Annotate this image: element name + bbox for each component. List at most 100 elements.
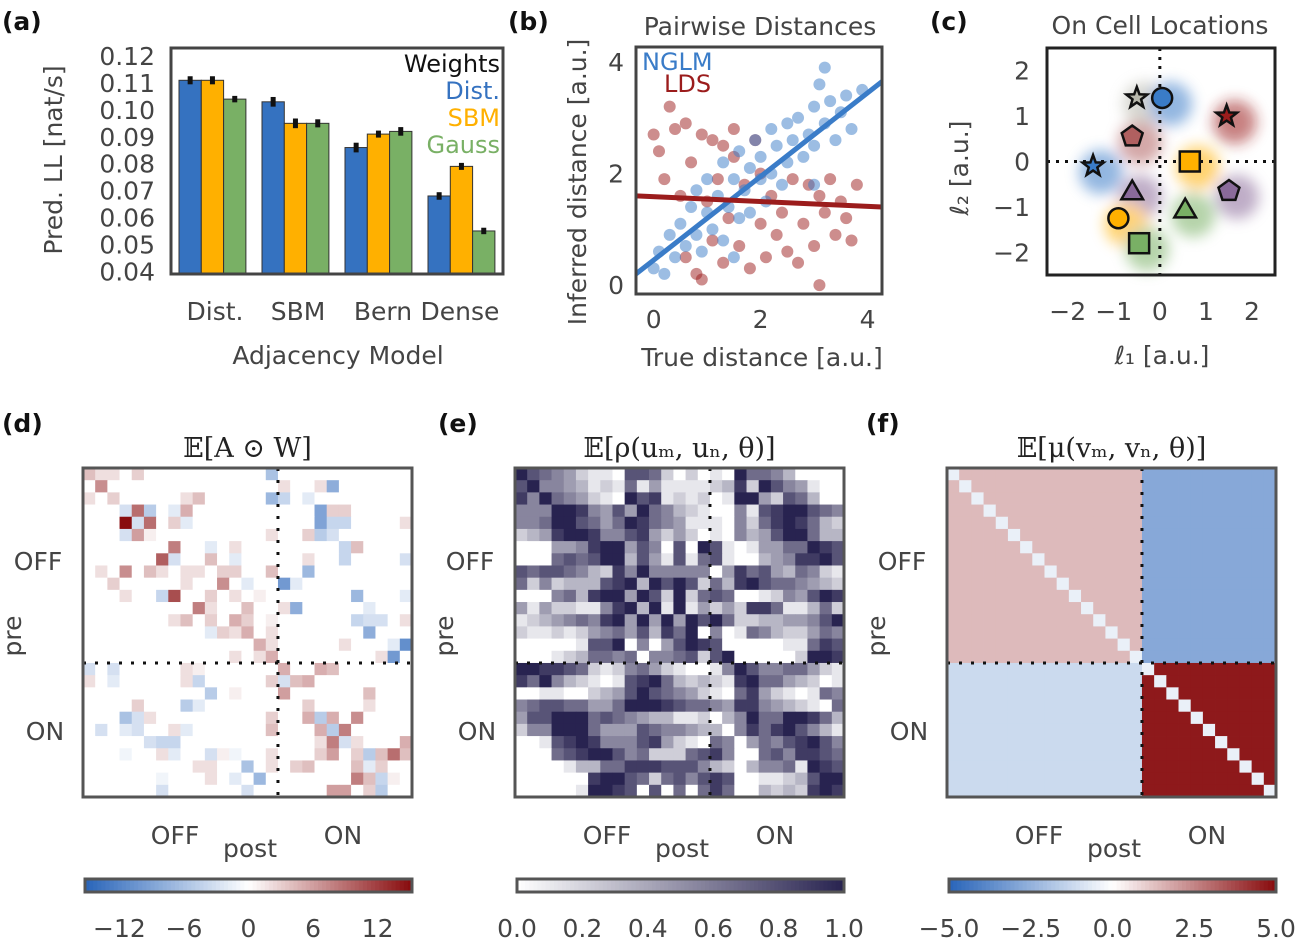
fit-line-lds (635, 193, 883, 210)
heatmap-cell (697, 699, 711, 713)
legend-entry: Gauss (426, 131, 500, 159)
colorbar-segment (313, 879, 319, 892)
heatmap-cell (1215, 723, 1228, 737)
heatmap-cell (539, 528, 552, 542)
heatmap-cell (143, 468, 157, 481)
heatmap-cell (338, 784, 352, 798)
heatmap-cell (1044, 736, 1058, 749)
heatmap-cell (95, 699, 108, 713)
colorbar-tick-label: 12 (362, 914, 394, 939)
heatmap-cell (1117, 723, 1131, 737)
heatmap-cell (1202, 711, 1216, 725)
heatmap-cell (636, 662, 650, 676)
heatmap-cell (265, 675, 279, 688)
heatmap-cell (180, 626, 194, 639)
heatmap-cell (277, 528, 291, 542)
heatmap-cell (1239, 711, 1253, 725)
colorbar-segment (1051, 879, 1056, 892)
heatmap-cell (326, 650, 340, 664)
heatmap-cell (1105, 675, 1118, 688)
heatmap-cell (685, 748, 699, 761)
colorbar-segment (1226, 879, 1232, 892)
heatmap-cell (351, 553, 364, 566)
heatmap-cell (302, 711, 315, 725)
heatmap-cell (947, 687, 960, 700)
heatmap-cell (277, 748, 291, 761)
heatmap-cell (959, 492, 972, 505)
heatmap-cell (734, 736, 747, 749)
heatmap-cell (1081, 650, 1094, 664)
heatmap-cell (1081, 528, 1094, 542)
heatmap-cell (1020, 650, 1033, 664)
colorbar-segment (207, 879, 213, 892)
heatmap-cell (1044, 480, 1058, 493)
heatmap-cell (399, 577, 413, 591)
heatmap-cell (1141, 565, 1155, 579)
heatmap-cell (204, 626, 218, 639)
heatmap-cell (277, 723, 291, 737)
heatmap-cell (575, 480, 589, 493)
heatmap-cell (399, 723, 413, 737)
heatmap-cell (588, 675, 601, 688)
heatmap-cell (338, 589, 352, 603)
colorbar-segment (537, 879, 543, 892)
heatmap-cell (1166, 723, 1179, 737)
row-axis-label: pre (0, 616, 27, 657)
heatmap-cell (709, 723, 723, 737)
heatmap-cell (338, 760, 352, 774)
heatmap-cell (551, 577, 565, 591)
heatmap-cell (387, 577, 401, 591)
heatmap-cell (1190, 553, 1204, 566)
heatmap-cell (277, 492, 291, 505)
heatmap-cell (1044, 565, 1058, 579)
heatmap-cell (624, 662, 638, 676)
heatmap-cell (314, 760, 328, 774)
colorbar-segment (244, 879, 249, 892)
heatmap-cell (959, 675, 972, 688)
heatmap-cell (241, 480, 254, 493)
heatmap-cell (1227, 772, 1240, 786)
heatmap-cell (624, 711, 638, 725)
heatmap-cell (983, 723, 997, 737)
heatmap-cell (722, 528, 735, 542)
heatmap-cell (168, 772, 181, 786)
heatmap-cell (575, 650, 589, 664)
heatmap-cell (180, 480, 194, 493)
heatmap-cell (241, 638, 254, 652)
heatmap-cell (1190, 516, 1204, 530)
heatmap-cell (1239, 784, 1253, 798)
heatmap-cell (192, 736, 206, 749)
heatmap-cell (1020, 723, 1033, 737)
heatmap-cell (971, 565, 984, 579)
heatmap-cell (1215, 650, 1228, 664)
colorbar-segment (725, 879, 731, 892)
colorbar-segment (322, 879, 327, 892)
heatmap-cell (180, 468, 194, 481)
heatmap-cell (551, 748, 565, 761)
heatmap-cell (685, 626, 699, 639)
heatmap-cell (795, 784, 808, 798)
heatmap-cell (995, 723, 1009, 737)
heatmap-cell (363, 602, 376, 615)
colorbar-segment (236, 879, 241, 892)
heatmap-cell (119, 541, 133, 554)
heatmap-cell (180, 565, 194, 579)
heatmap-cell (363, 553, 376, 566)
scatter-point-lds (792, 256, 805, 269)
heatmap-cell (831, 492, 845, 505)
heatmap-cell (527, 589, 540, 603)
heatmap-cell (1251, 723, 1265, 737)
heatmap-cell (131, 504, 145, 518)
colorbar-segment (350, 879, 356, 892)
heatmap-cell (770, 589, 784, 603)
heatmap-cell (563, 687, 577, 700)
heatmap-cell (290, 748, 303, 761)
heatmap-cell (588, 565, 601, 579)
heatmap-cell (995, 492, 1009, 505)
heatmap-cell (697, 772, 711, 786)
heatmap-cell (661, 687, 674, 700)
heatmap-cell (539, 553, 552, 566)
heatmap-cell (1032, 602, 1045, 615)
heatmap-cell (1239, 541, 1253, 554)
heatmap-cell (143, 638, 157, 652)
